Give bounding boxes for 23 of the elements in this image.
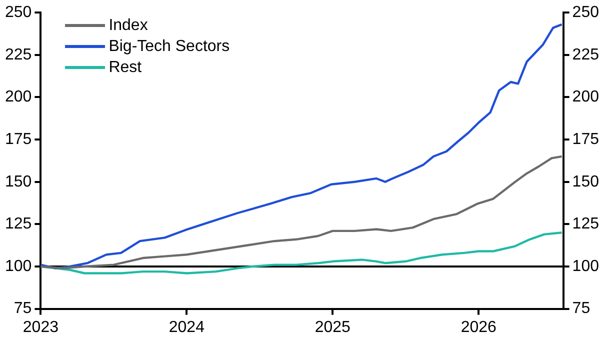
y2-tick-label: 225 — [572, 46, 600, 64]
x-tick-label: 2024 — [168, 318, 205, 336]
y2-tick-label: 125 — [572, 216, 600, 233]
legend-label: Big-Tech Sectors — [108, 36, 230, 57]
y-tick-label: 75 — [14, 300, 32, 318]
y2-tick-label: 150 — [572, 173, 600, 190]
y2-tick-label: 200 — [572, 88, 600, 106]
y-tick-label: 125 — [4, 216, 32, 233]
y-tick-label: 250 — [4, 4, 32, 22]
y2-tick-label: 75 — [572, 300, 590, 318]
x-tick-label: 2026 — [460, 318, 497, 336]
x-tick-label: 2025 — [314, 318, 351, 336]
y-tick-label: 225 — [4, 46, 32, 64]
y-tick-label: 100 — [4, 258, 32, 275]
legend-label: Index — [108, 16, 148, 36]
legend-label: Rest — [108, 58, 142, 78]
y2-tick-label: 100 — [572, 258, 600, 275]
x-tick-label: 2023 — [22, 318, 59, 336]
y-tick-label: 150 — [4, 173, 32, 190]
y2-tick-label: 250 — [572, 4, 600, 22]
y2-tick-label: 175 — [572, 130, 600, 148]
y-tick-label: 200 — [4, 88, 32, 106]
y-tick-label: 175 — [4, 130, 32, 148]
